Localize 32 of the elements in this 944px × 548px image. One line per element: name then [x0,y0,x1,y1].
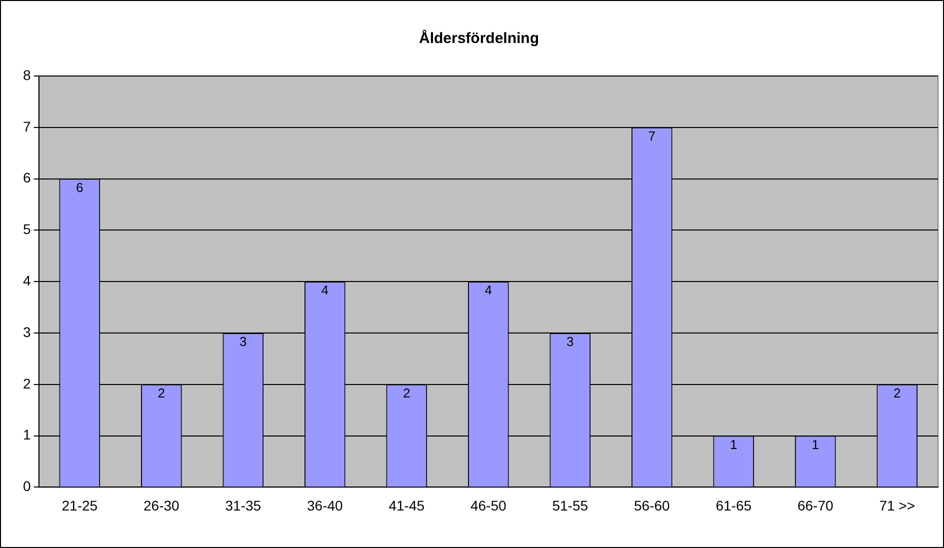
data-label: 7 [648,128,656,144]
x-tick-label: 21-25 [62,497,98,514]
data-label: 4 [321,282,329,298]
x-tick-label: 46-50 [470,497,507,514]
x-tick-label: 41-45 [388,497,425,514]
data-label: 3 [566,334,574,350]
data-label: 2 [158,385,166,400]
y-tick-label: 1 [22,426,31,443]
y-tick-label: 2 [22,375,31,392]
x-tick-label: 56-60 [634,497,670,514]
y-tick-label: 5 [22,221,31,238]
x-tick-label: 71 >> [879,497,916,514]
data-label: 2 [403,385,410,400]
data-label: 2 [894,385,901,400]
y-tick-label: 4 [22,272,31,288]
y-tick-label: 0 [22,478,31,494]
x-tick-label: 61-65 [716,497,752,514]
data-label: 6 [76,180,84,195]
x-tick-label: 66-70 [797,497,834,514]
x-tick-label: 31-35 [225,497,262,514]
data-label: 1 [730,436,738,452]
y-tick-label: 8 [22,66,31,83]
data-label: 4 [484,282,492,298]
y-tick-label: 7 [22,118,31,134]
y-tick-label: 6 [22,170,31,186]
x-tick-label: 51-55 [552,497,588,514]
data-label: 3 [240,334,247,350]
data-label: 1 [812,436,819,452]
x-tick-label: 26-30 [144,497,180,514]
chart-title: Åldersfördelning [418,29,540,48]
x-tick-label: 36-40 [306,497,344,514]
y-tick-label: 3 [22,324,31,340]
